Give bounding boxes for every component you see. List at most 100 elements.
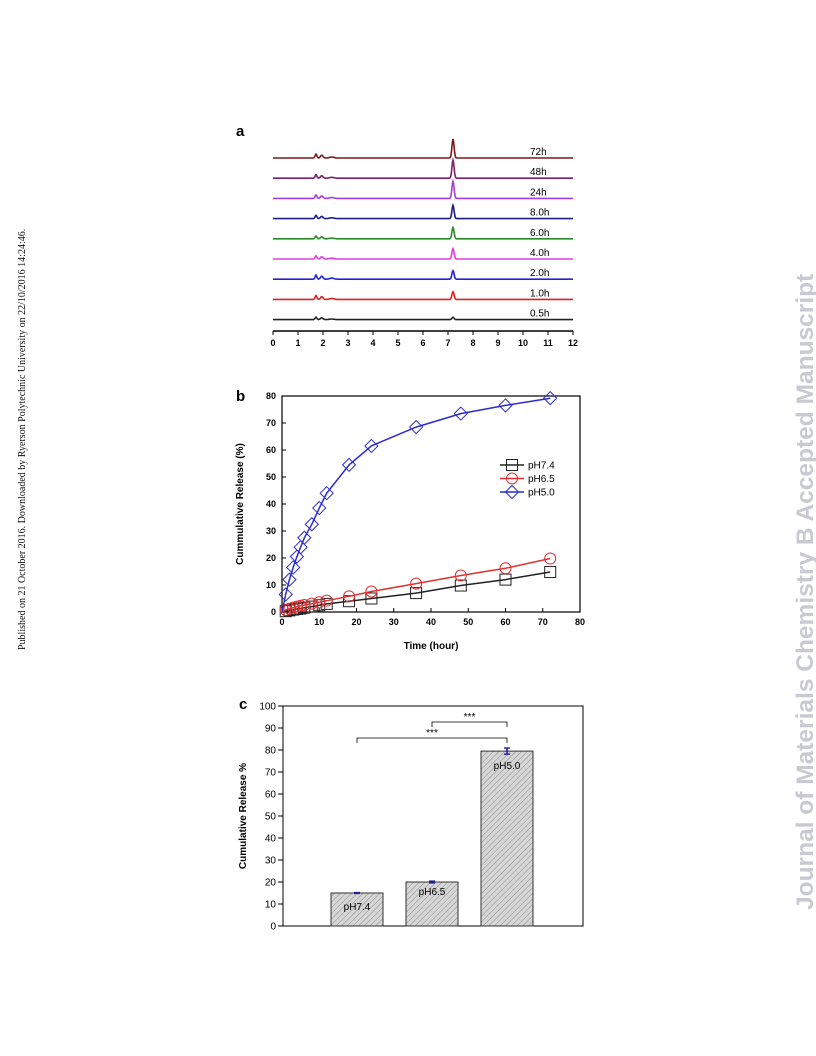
x-tick-label: 5 bbox=[395, 338, 400, 348]
data-point-circle bbox=[506, 472, 518, 485]
series-line bbox=[281, 397, 551, 613]
x-axis-title: Time (hour) bbox=[404, 641, 459, 652]
x-tick-label: 11 bbox=[543, 338, 553, 348]
data-point-circle bbox=[320, 594, 333, 607]
y-tick-label: 100 bbox=[259, 702, 276, 713]
y-tick-label: 50 bbox=[266, 472, 276, 482]
x-tick-label: 2 bbox=[320, 338, 325, 348]
y-tick-label: 60 bbox=[266, 445, 276, 455]
data-point-square bbox=[544, 566, 557, 579]
significance-label: *** bbox=[464, 712, 476, 723]
trace-label: 8.0h bbox=[530, 208, 549, 219]
trace-line bbox=[273, 138, 573, 159]
y-tick-label: 20 bbox=[266, 553, 276, 563]
bar-label: pH7.4 bbox=[344, 902, 371, 913]
data-point-diamond bbox=[282, 572, 297, 587]
x-tick-label: 10 bbox=[518, 338, 528, 348]
data-point-circle bbox=[305, 597, 318, 610]
y-tick-label: 80 bbox=[266, 391, 276, 401]
x-tick-label: 4 bbox=[370, 338, 375, 348]
x-tick-label: 70 bbox=[538, 617, 548, 627]
data-point-diamond bbox=[297, 530, 312, 545]
x-tick-label: 0 bbox=[279, 617, 284, 627]
trace-line bbox=[273, 268, 573, 281]
trace-line bbox=[273, 246, 573, 260]
trace-label: 0.5h bbox=[530, 309, 549, 320]
y-axis-title: Cumulative Release % bbox=[238, 763, 249, 869]
data-point-circle bbox=[499, 562, 512, 575]
x-tick-label: 40 bbox=[426, 617, 436, 627]
y-tick-label: 30 bbox=[265, 856, 277, 867]
x-tick-label: 6 bbox=[420, 338, 425, 348]
x-tick-label: 8 bbox=[470, 338, 475, 348]
legend-label: pH7.4 bbox=[528, 461, 555, 472]
y-tick-label: 40 bbox=[265, 834, 277, 845]
trace-label: 2.0h bbox=[530, 268, 549, 279]
trace-label: 48h bbox=[530, 167, 547, 178]
x-tick-label: 0 bbox=[270, 338, 275, 348]
data-point-square bbox=[365, 592, 378, 605]
x-tick-label: 10 bbox=[314, 617, 324, 627]
data-point-circle bbox=[365, 585, 378, 598]
data-point-diamond bbox=[408, 419, 424, 435]
data-point-diamond bbox=[498, 398, 513, 413]
significance-bracket bbox=[356, 737, 508, 743]
y-tick-label: 30 bbox=[266, 526, 276, 536]
x-tick-label: 60 bbox=[500, 617, 510, 627]
trace-line bbox=[273, 316, 573, 321]
panel-letter-b: b bbox=[236, 388, 245, 405]
trace-line bbox=[273, 290, 573, 301]
panel-letter-c: c bbox=[239, 696, 247, 713]
data-point-diamond bbox=[293, 539, 308, 555]
x-tick-label: 1 bbox=[295, 338, 300, 348]
chromatogram-panel: a0 1 2 3 4 5 6 7 8 9 10 11 1272h48h24h8.0h6.0h4.0h2.… bbox=[236, 123, 578, 348]
x-tick-label: 12 bbox=[568, 338, 578, 348]
y-tick-label: 70 bbox=[266, 418, 276, 428]
significance-bracket bbox=[431, 721, 508, 727]
data-point-square bbox=[320, 597, 333, 610]
data-point-diamond bbox=[453, 406, 469, 421]
y-tick-label: 50 bbox=[265, 812, 277, 823]
trace-label: 72h bbox=[530, 147, 547, 158]
data-point-diamond bbox=[542, 390, 558, 406]
y-tick-label: 80 bbox=[265, 746, 277, 757]
data-point-circle bbox=[544, 552, 557, 565]
y-tick-label: 10 bbox=[265, 900, 277, 911]
bar-label: pH6.5 bbox=[419, 887, 446, 898]
trace-line bbox=[273, 225, 573, 240]
data-point-circle bbox=[343, 590, 356, 603]
data-point-circle bbox=[313, 596, 326, 609]
bar bbox=[480, 750, 534, 927]
y-tick-label: 40 bbox=[266, 499, 276, 509]
data-point-square bbox=[454, 579, 467, 592]
x-tick-label: 20 bbox=[351, 617, 361, 627]
plot-frame bbox=[281, 395, 581, 613]
data-point-diamond bbox=[319, 485, 334, 501]
release-bar-panel: c 0 10 20 30 40 50 60 70 80 90 100 Cumulative Releas… bbox=[238, 696, 584, 933]
legend-label: pH5.0 bbox=[528, 488, 555, 499]
significance-label: *** bbox=[426, 728, 438, 739]
data-point-square bbox=[506, 459, 518, 471]
x-tick-label: 80 bbox=[575, 617, 585, 627]
data-point-circle bbox=[454, 569, 467, 582]
trace-label: 6.0h bbox=[530, 228, 549, 239]
data-point-square bbox=[410, 587, 423, 600]
trace-label: 1.0h bbox=[530, 288, 549, 299]
data-point-diamond bbox=[504, 484, 520, 500]
data-point-square bbox=[313, 599, 326, 612]
y-tick-label: 10 bbox=[266, 580, 276, 590]
y-tick-label: 90 bbox=[265, 724, 277, 735]
y-axis-title: Cummulative Release (%) bbox=[235, 443, 246, 565]
trace-label: 4.0h bbox=[530, 248, 549, 259]
y-tick-label: 20 bbox=[265, 878, 277, 889]
data-point-diamond bbox=[289, 549, 305, 564]
data-point-diamond bbox=[304, 517, 320, 532]
trace-line bbox=[273, 156, 573, 179]
data-point-diamond bbox=[341, 457, 357, 473]
x-tick-label: 50 bbox=[463, 617, 473, 627]
x-tick-label: 7 bbox=[445, 338, 450, 348]
x-tick-label: 9 bbox=[495, 338, 500, 348]
data-point-diamond bbox=[364, 438, 379, 454]
y-tick-label: 70 bbox=[265, 768, 277, 779]
